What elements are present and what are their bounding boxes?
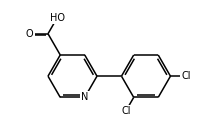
Text: HO: HO: [50, 13, 65, 23]
Text: Cl: Cl: [121, 106, 130, 116]
Text: N: N: [81, 92, 88, 102]
Text: Cl: Cl: [182, 71, 191, 81]
Text: O: O: [26, 29, 33, 39]
